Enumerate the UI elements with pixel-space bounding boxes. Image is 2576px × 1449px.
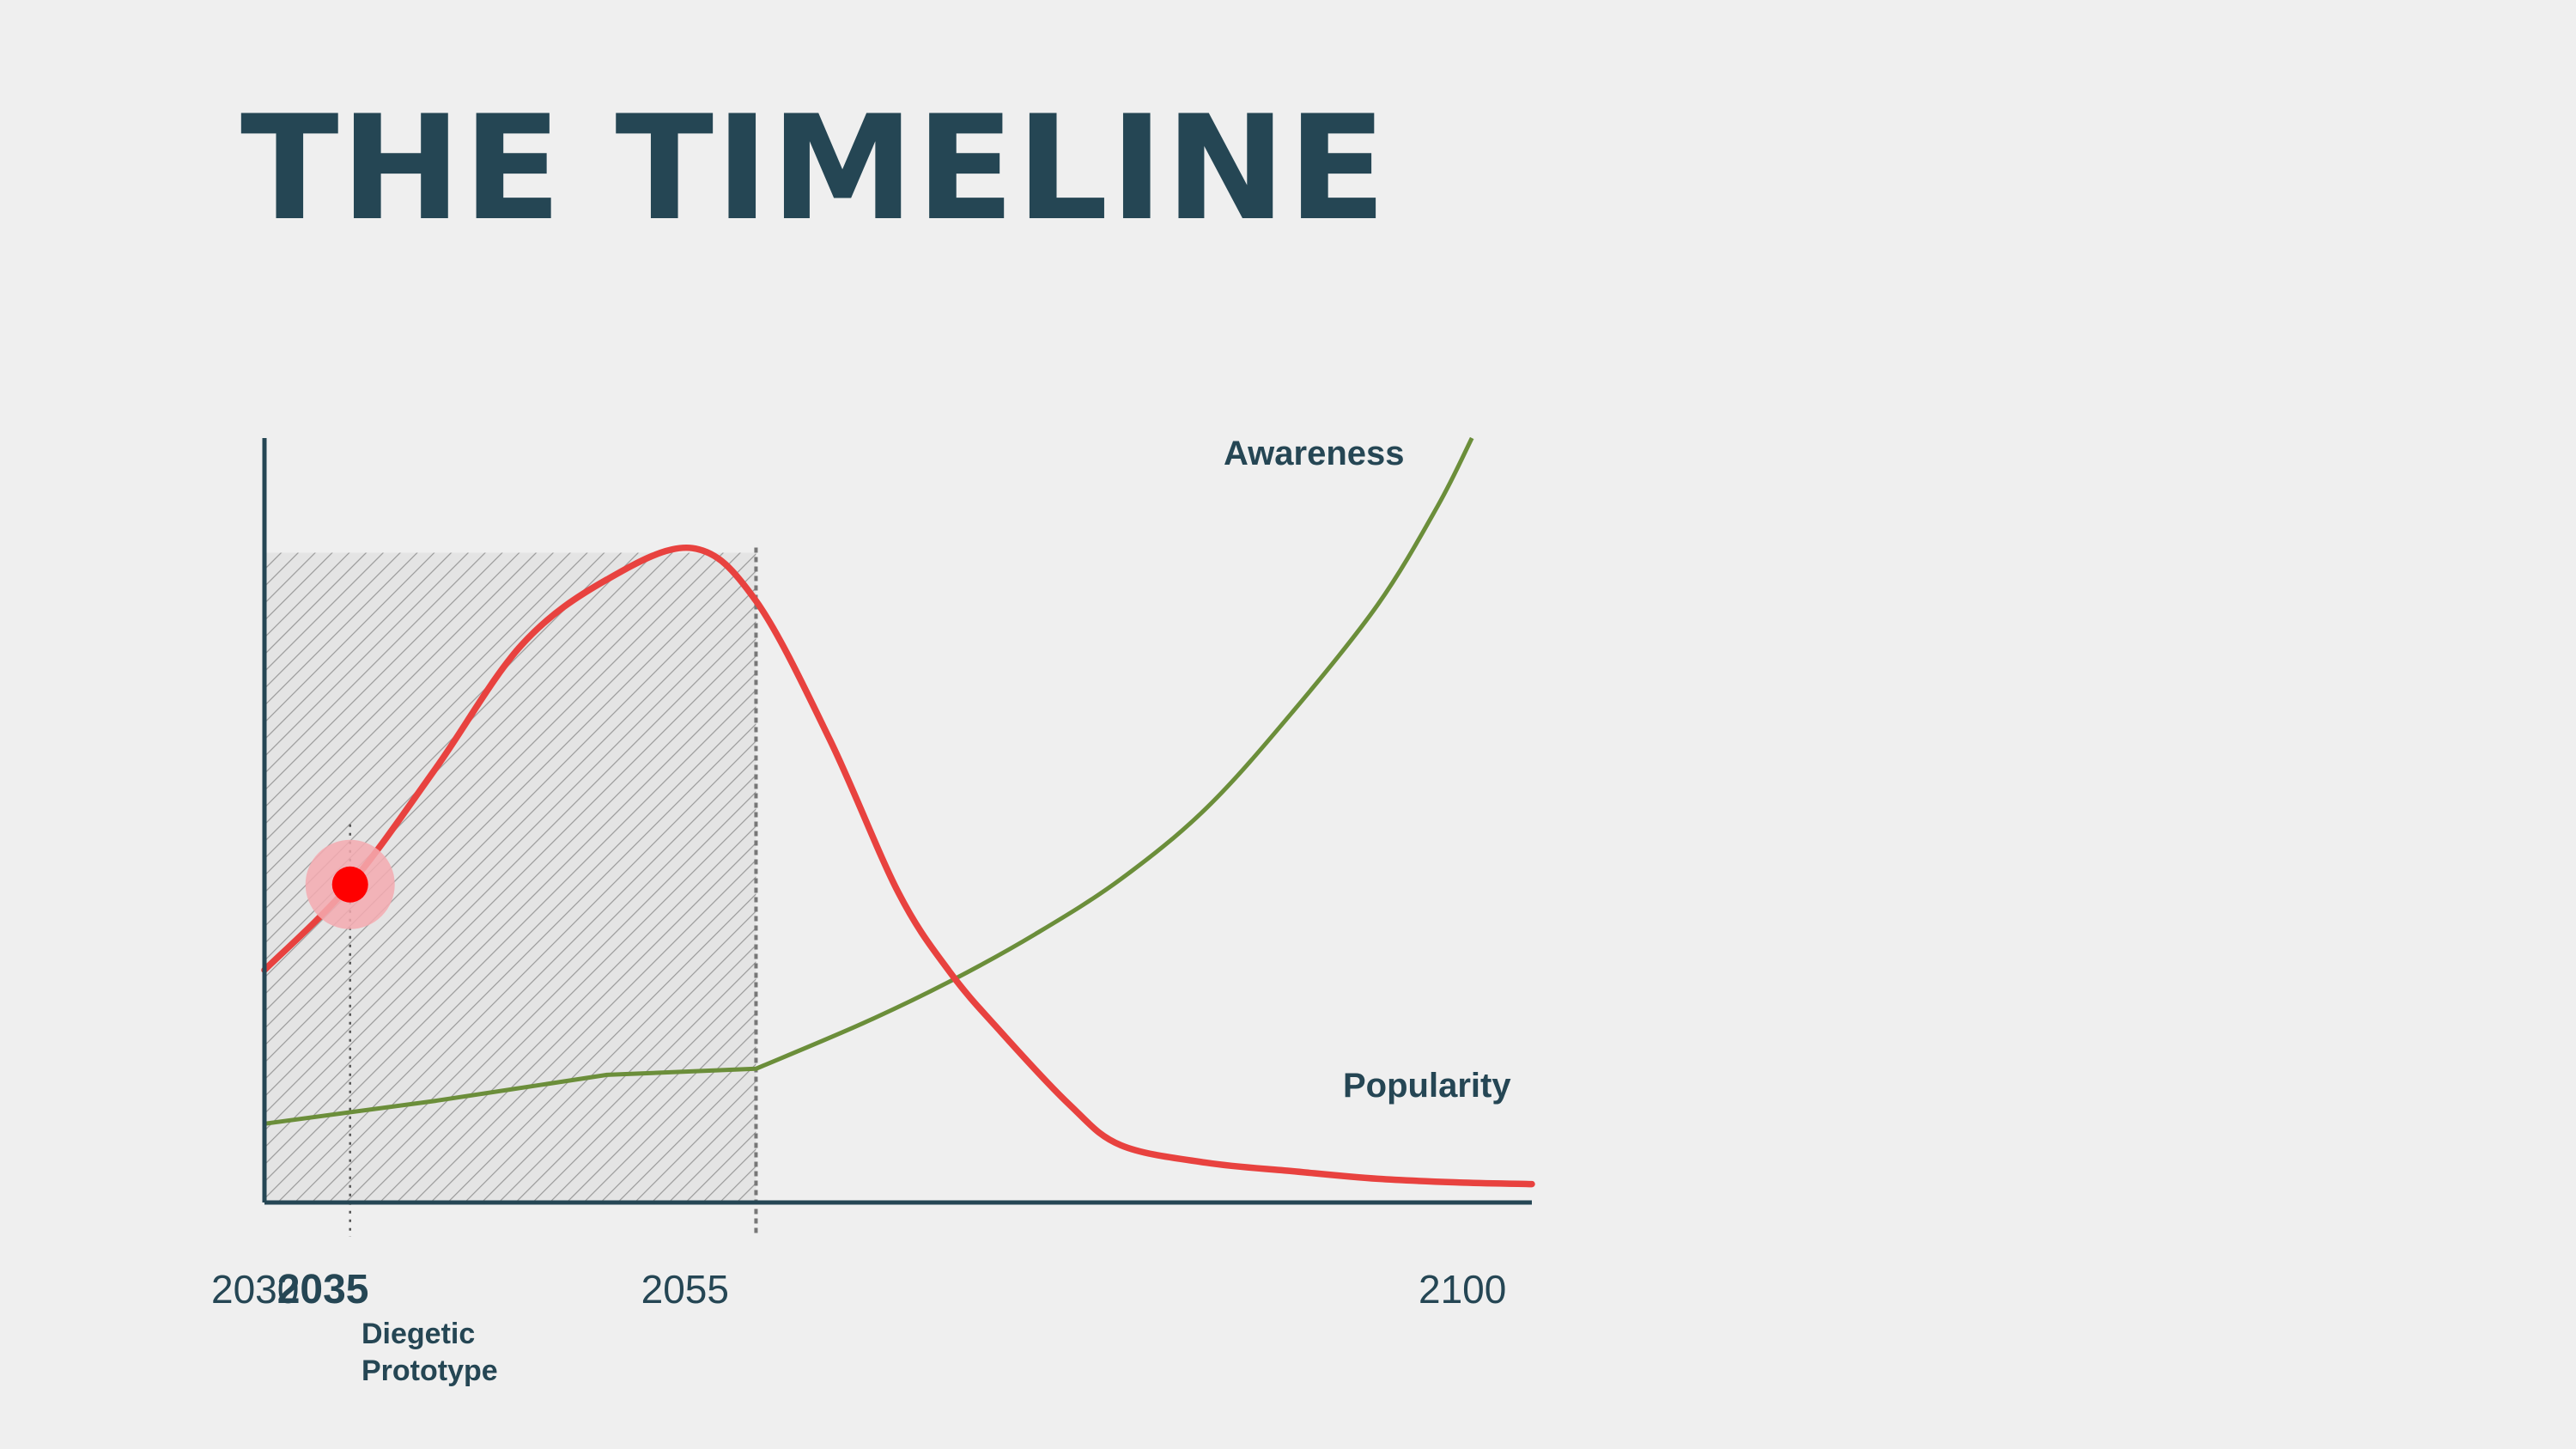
x-tick-label-2030: 2030 bbox=[211, 1267, 299, 1312]
annotation-line-2: Prototype bbox=[361, 1355, 498, 1387]
awareness-label: Awareness bbox=[1224, 435, 1405, 472]
annotation-line-1: Diegetic bbox=[361, 1318, 475, 1350]
page-title: THE TIMELINE bbox=[240, 84, 1388, 253]
x-tick-label-2035: 2035 bbox=[277, 1267, 369, 1312]
awareness-line bbox=[264, 436, 1474, 1126]
marker-point bbox=[331, 866, 368, 903]
x-tick-label-2055: 2055 bbox=[641, 1267, 729, 1312]
popularity-label: Popularity bbox=[1343, 1067, 1511, 1105]
x-tick-label-2100: 2100 bbox=[1419, 1267, 1506, 1312]
popularity-line bbox=[261, 544, 1535, 1188]
